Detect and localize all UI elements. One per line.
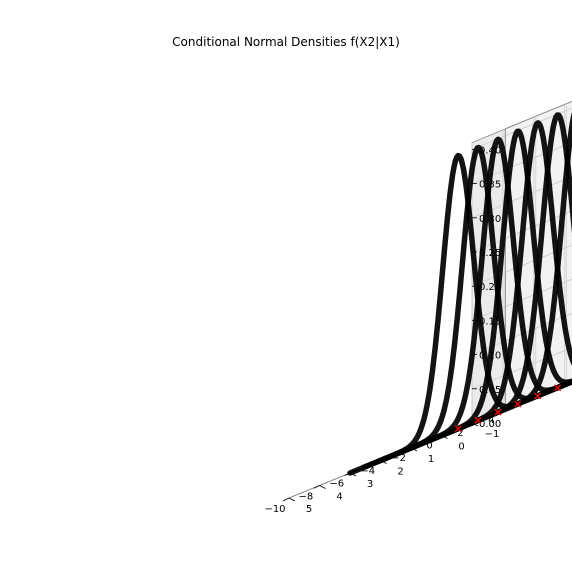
y-axis-tick [314,485,320,488]
y-axis-tick [283,498,289,501]
x-tick-label: 2 [397,467,403,478]
y-tick-label: −10 [264,504,285,515]
x-axis-tick [289,498,295,501]
x-tick-label: 5 [306,504,312,515]
chart-title: Conditional Normal Densities f(X2|X1) [172,35,400,49]
y-tick-label: −8 [299,491,314,502]
x-tick-label: 3 [367,479,373,490]
y-tick-label: −6 [329,479,344,490]
x-axis-tick [320,486,326,489]
x-tick-label: 4 [336,492,342,503]
axes-panes [289,54,572,498]
x-tick-label: 0 [458,442,464,453]
x-tick-label: 1 [428,454,434,465]
x-tick-label: −1 [485,429,500,440]
